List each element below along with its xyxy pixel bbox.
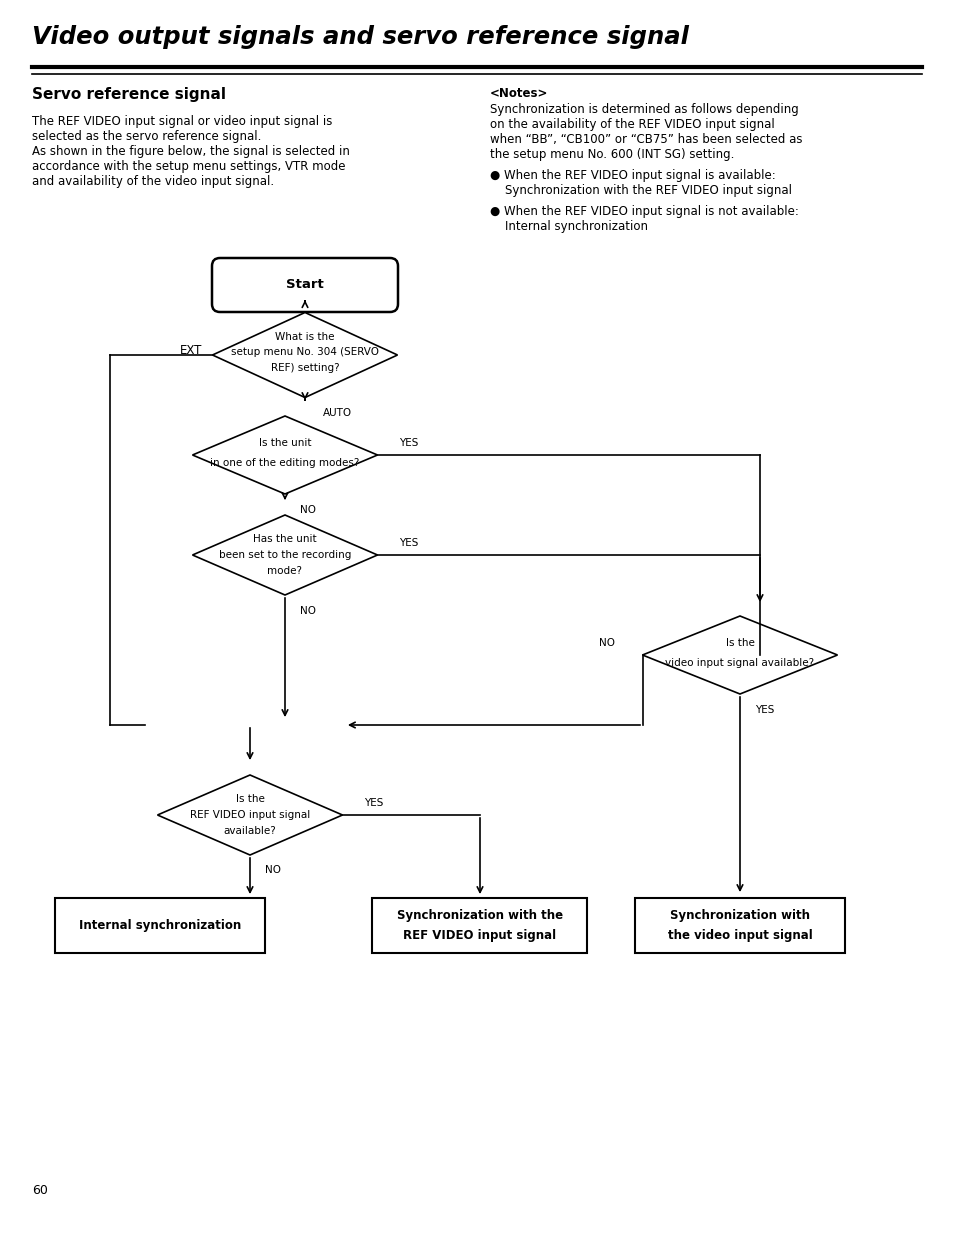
Text: Internal synchronization: Internal synchronization xyxy=(79,919,241,931)
Text: NO: NO xyxy=(598,638,615,648)
Text: video input signal available?: video input signal available? xyxy=(665,658,814,668)
Text: Has the unit: Has the unit xyxy=(253,534,316,543)
Text: YES: YES xyxy=(364,798,383,808)
Text: AUTO: AUTO xyxy=(323,408,352,417)
Text: accordance with the setup menu settings, VTR mode: accordance with the setup menu settings,… xyxy=(32,161,345,173)
Text: Synchronization is determined as follows depending: Synchronization is determined as follows… xyxy=(490,103,798,116)
Text: NO: NO xyxy=(299,606,315,616)
Text: NO: NO xyxy=(265,864,281,876)
Text: when “BB”, “CB100” or “CB75” has been selected as: when “BB”, “CB100” or “CB75” has been se… xyxy=(490,133,801,146)
Text: ● When the REF VIDEO input signal is not available:: ● When the REF VIDEO input signal is not… xyxy=(490,205,798,219)
Polygon shape xyxy=(641,616,837,694)
Text: Video output signals and servo reference signal: Video output signals and servo reference… xyxy=(32,25,688,49)
Text: REF) setting?: REF) setting? xyxy=(271,363,339,373)
Polygon shape xyxy=(193,515,377,595)
Text: in one of the editing modes?: in one of the editing modes? xyxy=(210,458,359,468)
Text: YES: YES xyxy=(398,438,418,448)
Text: EXT: EXT xyxy=(180,343,202,357)
Text: Synchronization with the REF VIDEO input signal: Synchronization with the REF VIDEO input… xyxy=(490,184,791,198)
Text: and availability of the video input signal.: and availability of the video input sign… xyxy=(32,175,274,188)
Text: As shown in the figure below, the signal is selected in: As shown in the figure below, the signal… xyxy=(32,144,350,158)
Text: Synchronization with the: Synchronization with the xyxy=(396,909,562,921)
Text: YES: YES xyxy=(754,705,774,715)
Polygon shape xyxy=(213,312,397,398)
Text: What is the: What is the xyxy=(275,332,335,342)
Polygon shape xyxy=(157,776,342,855)
Text: <Notes>: <Notes> xyxy=(490,86,548,100)
Text: Start: Start xyxy=(286,279,323,291)
Text: The REF VIDEO input signal or video input signal is: The REF VIDEO input signal or video inpu… xyxy=(32,115,332,128)
Text: Is the unit: Is the unit xyxy=(258,438,311,448)
Bar xyxy=(372,898,587,952)
Text: Servo reference signal: Servo reference signal xyxy=(32,86,226,103)
Text: the video input signal: the video input signal xyxy=(667,929,812,941)
Text: REF VIDEO input signal: REF VIDEO input signal xyxy=(190,810,310,820)
Text: available?: available? xyxy=(223,826,276,836)
Text: the setup menu No. 600 (INT SG) setting.: the setup menu No. 600 (INT SG) setting. xyxy=(490,148,734,161)
Polygon shape xyxy=(193,416,377,494)
Bar xyxy=(55,898,265,952)
Text: on the availability of the REF VIDEO input signal: on the availability of the REF VIDEO inp… xyxy=(490,119,774,131)
Text: REF VIDEO input signal: REF VIDEO input signal xyxy=(403,929,556,941)
Text: Internal synchronization: Internal synchronization xyxy=(490,220,647,233)
Text: selected as the servo reference signal.: selected as the servo reference signal. xyxy=(32,130,261,143)
Text: Synchronization with: Synchronization with xyxy=(669,909,809,921)
Text: NO: NO xyxy=(299,505,315,515)
Text: Is the: Is the xyxy=(725,638,754,648)
Text: setup menu No. 304 (SERVO: setup menu No. 304 (SERVO xyxy=(231,347,378,357)
Text: Is the: Is the xyxy=(235,794,264,804)
FancyBboxPatch shape xyxy=(212,258,397,312)
Bar xyxy=(635,898,844,952)
Text: YES: YES xyxy=(398,538,418,548)
Text: mode?: mode? xyxy=(267,566,302,576)
Text: 60: 60 xyxy=(32,1184,48,1197)
Text: been set to the recording: been set to the recording xyxy=(218,550,351,559)
Text: ● When the REF VIDEO input signal is available:: ● When the REF VIDEO input signal is ava… xyxy=(490,169,775,182)
